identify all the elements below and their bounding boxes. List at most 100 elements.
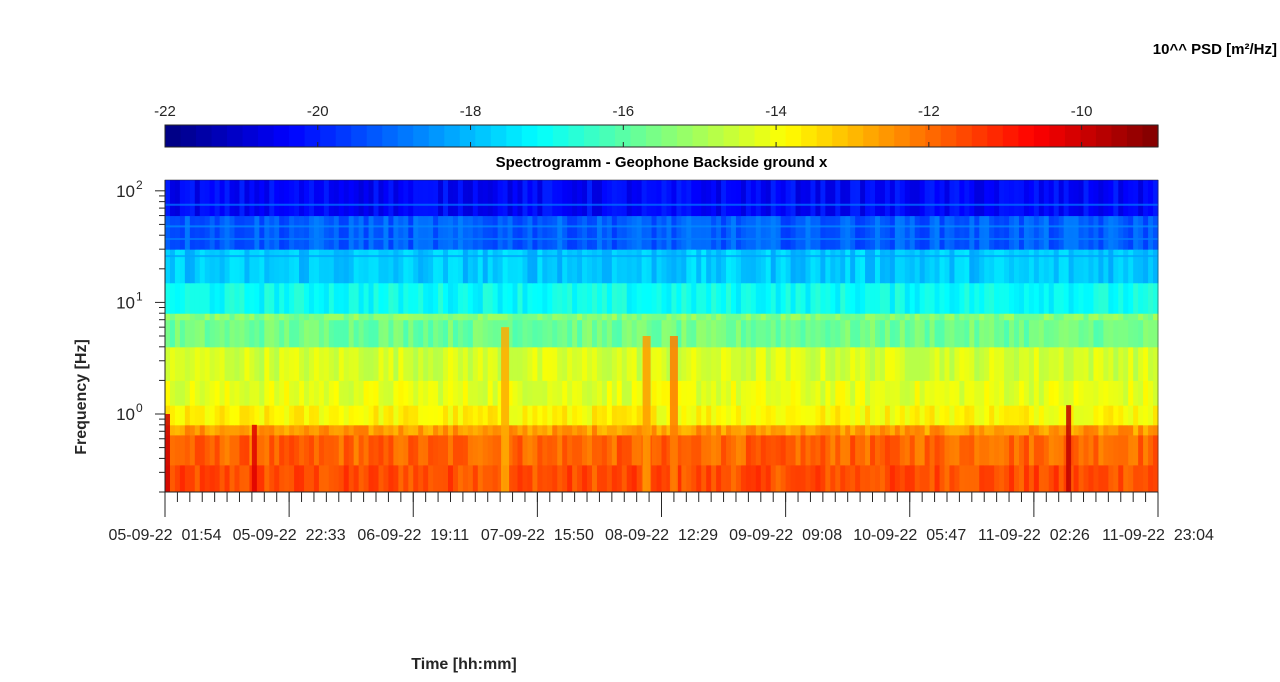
- spectrogram-cell: [358, 424, 365, 436]
- spectrogram-cell: [1009, 180, 1015, 217]
- spectrogram-cell: [721, 346, 727, 381]
- spectrogram-cell: [1108, 434, 1114, 466]
- spectrogram-cell: [279, 424, 285, 436]
- spectrogram-cell: [443, 424, 449, 436]
- spectrogram-cell: [269, 434, 275, 466]
- spectrogram-cell: [194, 180, 201, 217]
- spectrogram-cell: [532, 424, 538, 436]
- spectrogram-cell: [239, 405, 245, 426]
- spectrogram-cell: [338, 282, 345, 314]
- spectrogram-cell: [904, 282, 911, 314]
- spectrogram-cell: [919, 424, 926, 436]
- spectrogram-cell: [820, 215, 826, 250]
- spectrogram-cell: [1063, 313, 1070, 321]
- spectrogram-cell: [452, 313, 459, 321]
- spectrogram-cell: [775, 282, 782, 314]
- spectrogram-cell: [284, 346, 290, 381]
- spectrogram-cell: [537, 282, 543, 314]
- spectrogram-cell: [850, 380, 856, 406]
- spectrogram-cell: [304, 346, 310, 381]
- spectrogram-cell: [343, 434, 350, 466]
- spectrogram-cell: [457, 380, 464, 406]
- spectrogram-cell: [512, 282, 519, 314]
- spectrogram-cell: [656, 405, 662, 426]
- spectrogram-cell: [830, 380, 836, 406]
- spectrogram-cell: [805, 380, 811, 406]
- spectrogram-cell: [557, 319, 563, 348]
- spectrogram-cell: [264, 282, 270, 314]
- spectrogram-cell: [676, 282, 682, 314]
- spectrogram-cell: [830, 313, 836, 321]
- colorbar-cell: [1033, 125, 1050, 147]
- y-tick-label: 10: [116, 405, 135, 424]
- spectrogram-cell: [487, 434, 494, 466]
- spectrogram-cell: [462, 180, 469, 217]
- spectrogram-cell: [522, 180, 528, 217]
- spectrogram-cell: [433, 434, 439, 466]
- spectrogram-cell: [731, 319, 737, 348]
- spectrogram-cell: [1068, 424, 1075, 436]
- colorbar-cell: [1002, 125, 1019, 147]
- spectrogram-cell: [939, 319, 946, 348]
- spectrogram-cell: [214, 215, 221, 250]
- spectrogram-cell: [487, 180, 494, 217]
- spectrogram-cell: [860, 424, 866, 436]
- spectrogram-cell: [572, 282, 578, 314]
- spectrogram-cell: [726, 249, 732, 284]
- spectrogram-cell: [224, 313, 231, 321]
- spectrogram-cell: [795, 313, 802, 321]
- spectrogram-cell: [874, 282, 881, 314]
- spectrogram-cell: [388, 346, 394, 381]
- spectrogram-cell: [641, 282, 648, 314]
- spectrogram-cell: [706, 405, 712, 426]
- spectrogram-cell: [199, 434, 206, 466]
- spectrogram-cell: [492, 319, 499, 348]
- spectrogram-cell: [994, 180, 1000, 217]
- spectrogram-cell: [308, 434, 315, 466]
- spectrogram-cell: [532, 313, 538, 321]
- spectrogram-cell: [775, 346, 782, 381]
- spectrogram-cell: [542, 424, 548, 436]
- spectrogram-cell: [591, 215, 598, 250]
- spectrogram-cell: [472, 313, 479, 321]
- y-tick-exponent: 1: [136, 289, 143, 303]
- spectrogram-cell: [294, 424, 300, 436]
- spectrogram-cell: [1128, 249, 1134, 284]
- spectrogram-cell: [815, 215, 821, 250]
- spectrogram-cell: [294, 215, 300, 250]
- spectrogram-cell: [874, 215, 881, 250]
- spectrogram-cell: [735, 380, 742, 406]
- spectrogram-cell: [552, 319, 558, 348]
- spectrogram-cell: [577, 319, 583, 348]
- spectrogram-cell: [353, 346, 360, 381]
- spectrogram-cell: [482, 282, 489, 314]
- spectrogram-cell: [1128, 464, 1134, 493]
- spectrogram-cell: [328, 380, 335, 406]
- spectrogram-cell: [338, 424, 345, 436]
- spectrogram-cell: [254, 380, 260, 406]
- spectrogram-cell: [666, 282, 672, 314]
- spectrogram-cell: [894, 380, 901, 406]
- spectrogram-cell: [929, 346, 936, 381]
- spectrogram-cell: [835, 313, 841, 321]
- spectrogram-cell: [795, 464, 802, 493]
- spectrogram-cell: [1033, 434, 1040, 466]
- spectrogram-cell: [860, 215, 866, 250]
- spectrogram-cell: [194, 313, 201, 321]
- spectrogram-cell: [438, 405, 444, 426]
- spectrogram-cell: [294, 319, 300, 348]
- spectrogram-cell: [954, 282, 960, 314]
- colorbar-cell: [568, 125, 585, 147]
- spectral-line: [165, 238, 1158, 241]
- spectrogram-cell: [299, 313, 305, 321]
- spectrogram-cell: [840, 464, 846, 493]
- spectrogram-cell: [487, 319, 494, 348]
- spectrogram-cell: [999, 380, 1005, 406]
- spectrogram-cell: [249, 380, 255, 406]
- spectrogram-cell: [805, 434, 811, 466]
- spectrogram-cell: [259, 282, 265, 314]
- spectrogram-cell: [224, 424, 231, 436]
- spectrogram-cell: [418, 319, 424, 348]
- spectrogram-cell: [492, 282, 499, 314]
- spectrogram-cell: [1093, 380, 1099, 406]
